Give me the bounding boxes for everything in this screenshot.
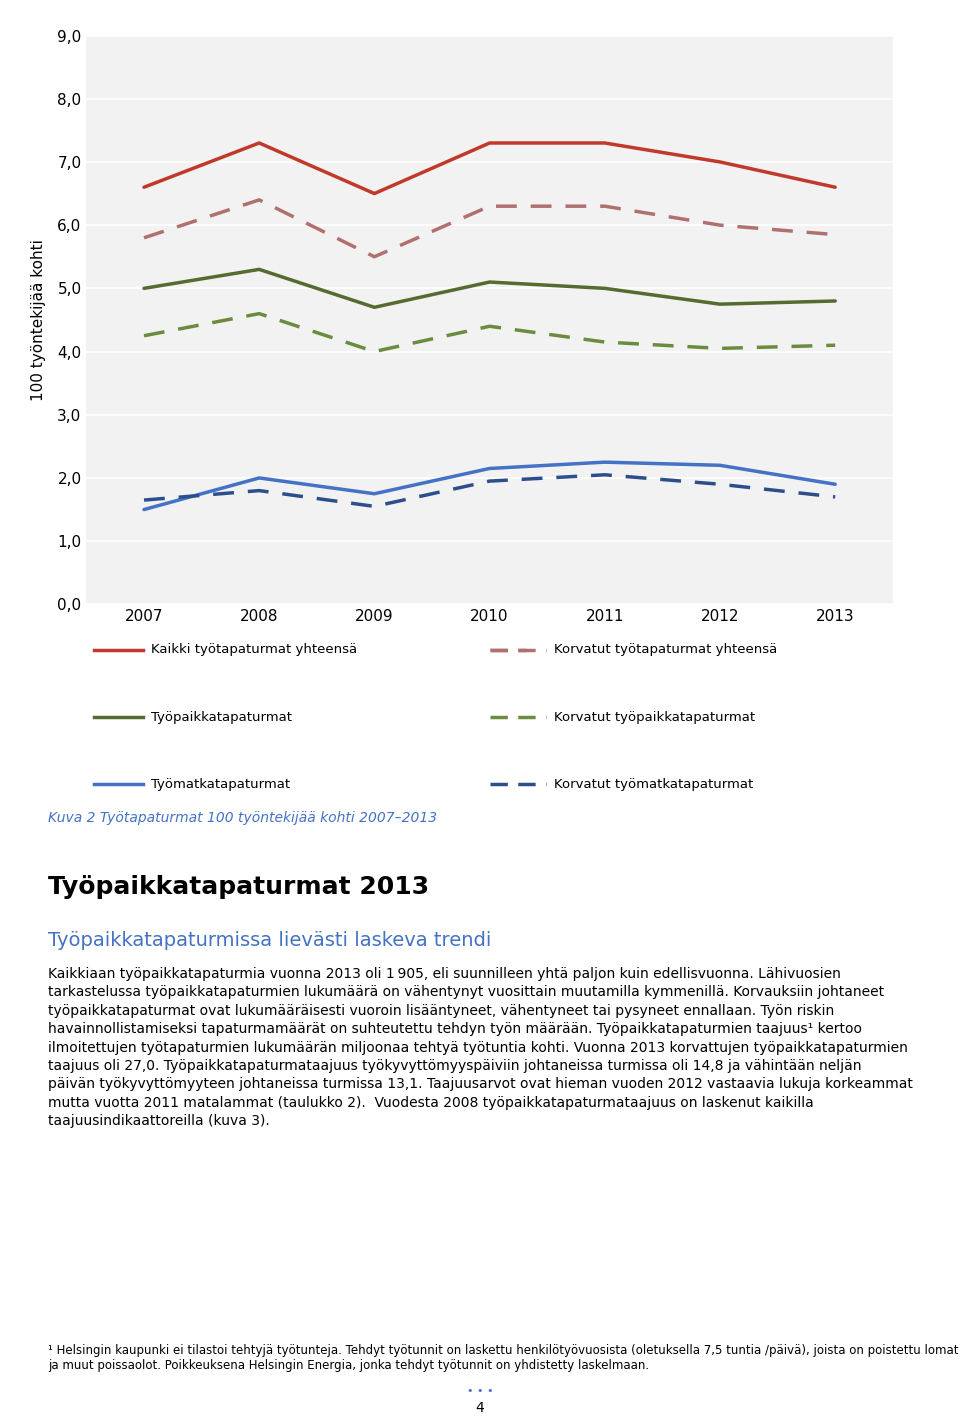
Text: Kaikkiaan työpaikkatapaturmia vuonna 2013 oli 1 905, eli suunnilleen yhtä paljon: Kaikkiaan työpaikkatapaturmia vuonna 201… <box>48 967 913 1128</box>
Text: Korvatut työmatkatapaturmat: Korvatut työmatkatapaturmat <box>554 778 754 791</box>
Text: • • •: • • • <box>467 1386 493 1396</box>
Y-axis label: 100 työntekijää kohti: 100 työntekijää kohti <box>31 239 46 401</box>
Text: Kuva 2 Työtapaturmat 100 työntekijää kohti 2007–2013: Kuva 2 Työtapaturmat 100 työntekijää koh… <box>48 811 437 825</box>
Text: Korvatut työpaikkatapaturmat: Korvatut työpaikkatapaturmat <box>554 711 756 724</box>
Text: Kaikki työtapaturmat yhteensä: Kaikki työtapaturmat yhteensä <box>151 643 357 657</box>
Text: Työpaikkatapaturmat 2013: Työpaikkatapaturmat 2013 <box>48 875 429 899</box>
Text: Työpaikkatapaturmissa lievästi laskeva trendi: Työpaikkatapaturmissa lievästi laskeva t… <box>48 931 492 950</box>
Text: Korvatut työtapaturmat yhteensä: Korvatut työtapaturmat yhteensä <box>554 643 778 657</box>
Text: Työmatkatapaturmat: Työmatkatapaturmat <box>151 778 290 791</box>
Text: ¹ Helsingin kaupunki ei tilastoi tehtyjä työtunteja. Tehdyt työtunnit on laskett: ¹ Helsingin kaupunki ei tilastoi tehtyjä… <box>48 1344 958 1372</box>
Text: Työpaikkatapaturmat: Työpaikkatapaturmat <box>151 711 292 724</box>
Text: 4: 4 <box>475 1401 485 1415</box>
